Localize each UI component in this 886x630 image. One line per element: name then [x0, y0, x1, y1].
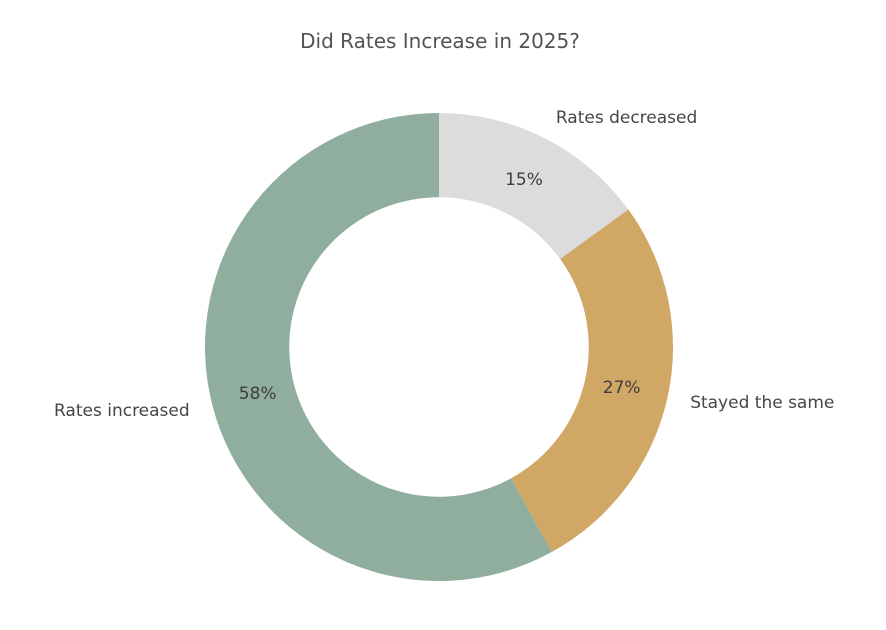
pie-slice-rates-decreased — [439, 113, 629, 259]
pie-slice-stayed-the-same — [511, 209, 674, 553]
pie-slice-rates-increased — [205, 113, 552, 581]
chart-title: Did Rates Increase in 2025? — [300, 29, 580, 53]
